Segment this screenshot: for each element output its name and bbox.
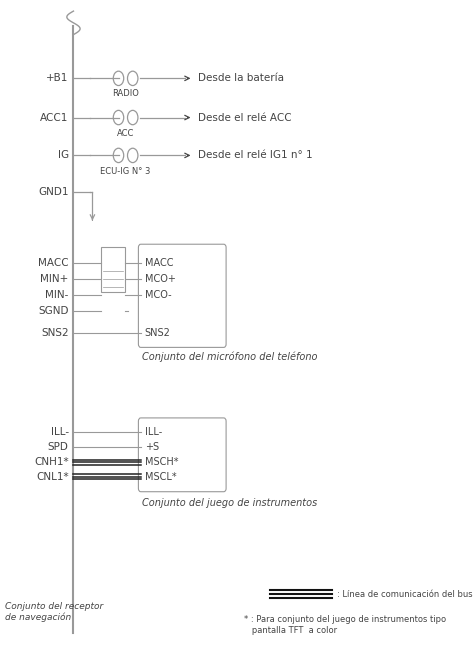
Text: CNH1*: CNH1*: [34, 457, 69, 468]
Text: SGND: SGND: [38, 306, 69, 316]
Text: GND1: GND1: [38, 187, 69, 197]
Text: Conjunto del micrófono del teléfono: Conjunto del micrófono del teléfono: [142, 351, 318, 362]
Text: SNS2: SNS2: [145, 328, 171, 338]
Text: Conjunto del juego de instrumentos: Conjunto del juego de instrumentos: [142, 498, 318, 507]
Text: Desde el relé ACC: Desde el relé ACC: [198, 112, 292, 123]
Text: Desde el relé IG1 n° 1: Desde el relé IG1 n° 1: [198, 150, 313, 161]
Text: MIN+: MIN+: [40, 274, 69, 284]
Text: MCO+: MCO+: [145, 274, 175, 284]
Text: MCO-: MCO-: [145, 290, 171, 300]
Text: SPD: SPD: [48, 442, 69, 453]
Text: MACC: MACC: [38, 257, 69, 268]
Text: MSCL*: MSCL*: [145, 471, 176, 482]
Text: ACC1: ACC1: [40, 112, 69, 123]
Text: IG: IG: [58, 150, 69, 161]
Text: MSCH*: MSCH*: [145, 457, 178, 468]
Text: : Línea de comunicación del bus local: : Línea de comunicación del bus local: [337, 590, 474, 599]
Bar: [101, 247, 125, 292]
Text: ILL-: ILL-: [145, 427, 162, 438]
Text: +S: +S: [145, 442, 159, 453]
Text: SNS2: SNS2: [41, 328, 69, 338]
Text: Conjunto del receptor
de navegación: Conjunto del receptor de navegación: [5, 601, 103, 622]
Text: * : Para conjunto del juego de instrumentos tipo
   pantalla TFT  a color: * : Para conjunto del juego de instrumen…: [244, 615, 446, 635]
Text: RADIO: RADIO: [112, 89, 139, 99]
Text: ACC: ACC: [117, 129, 134, 138]
Text: +B1: +B1: [46, 73, 69, 84]
Text: MIN-: MIN-: [46, 290, 69, 300]
Text: ILL-: ILL-: [51, 427, 69, 438]
Text: Desde la batería: Desde la batería: [198, 73, 284, 84]
Text: CNL1*: CNL1*: [36, 471, 69, 482]
Text: MACC: MACC: [145, 257, 173, 268]
Text: ECU-IG N° 3: ECU-IG N° 3: [100, 167, 151, 176]
